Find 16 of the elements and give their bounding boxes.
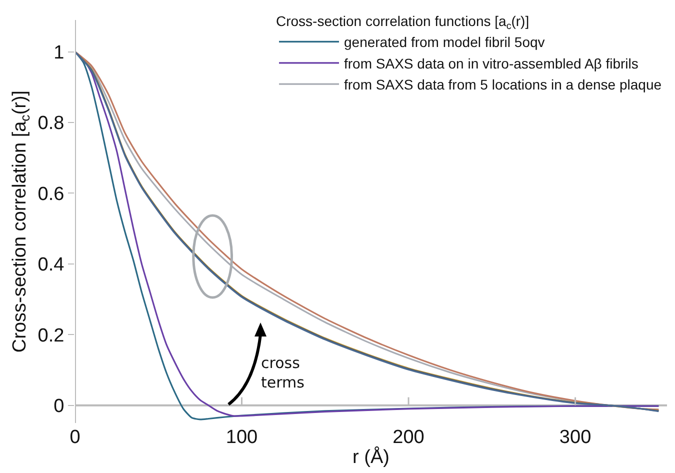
y-tick-label: 1 bbox=[54, 42, 64, 64]
y-tick-label: 0.4 bbox=[38, 254, 65, 276]
x-axis-title: r (Å) bbox=[352, 446, 390, 468]
legend-label: from SAXS data on in vitro-assembled Aβ fibrils bbox=[344, 55, 638, 72]
x-tick-label: 100 bbox=[226, 427, 258, 448]
legend-label: from SAXS data from 5 locations in a dense plaque bbox=[344, 76, 662, 93]
annotation: cross terms bbox=[261, 354, 305, 392]
y-tick-label: 0.8 bbox=[38, 113, 64, 134]
y-tick-label: 0.6 bbox=[38, 184, 64, 205]
y-tick-label: 0 bbox=[54, 396, 64, 417]
y-tick-label: 0.2 bbox=[38, 325, 64, 346]
legend-label: generated from model fibril 5oqv bbox=[344, 34, 545, 50]
legend-title: Cross-section correlation functions [a$_{c}$(r)] bbox=[276, 13, 530, 32]
x-tick-label: 300 bbox=[559, 427, 592, 448]
x-tick-label: 0 bbox=[70, 427, 80, 448]
x-tick-label: 200 bbox=[392, 427, 424, 448]
